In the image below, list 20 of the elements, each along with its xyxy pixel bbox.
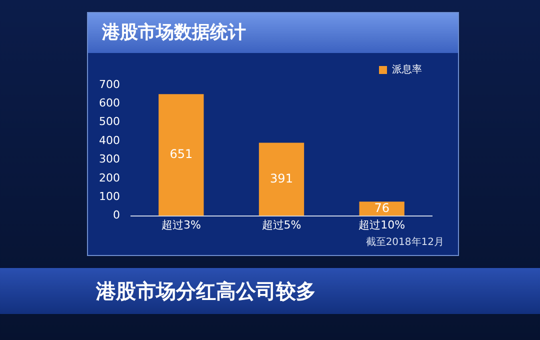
- text: 港股市场分红高公司较多: [0, 268, 540, 314]
- bar: [158, 94, 204, 216]
- x-tick-label: 超过5%: [262, 218, 302, 232]
- y-tick-label: 700: [98, 78, 120, 91]
- y-tick-label: 400: [98, 134, 120, 147]
- x-tick-label: 超过3%: [161, 218, 201, 232]
- data-label: 76: [374, 200, 390, 215]
- legend-label: 派息率: [392, 64, 422, 76]
- bar: [258, 142, 304, 216]
- y-tick-label: 500: [98, 115, 120, 128]
- chart-title: 港股市场数据统计: [88, 13, 458, 53]
- y-tick-label: 600: [98, 96, 120, 110]
- data-label: 651: [170, 147, 193, 162]
- y-tick-label: 300: [98, 152, 120, 166]
- x-tick-label: 超过10%: [358, 218, 406, 232]
- y-tick-label: 0: [112, 208, 120, 222]
- text: 截至2018年12月: [366, 236, 444, 249]
- y-tick-label: 100: [98, 190, 120, 203]
- data-label: 391: [270, 171, 293, 186]
- y-tick-label: 200: [98, 171, 120, 184]
